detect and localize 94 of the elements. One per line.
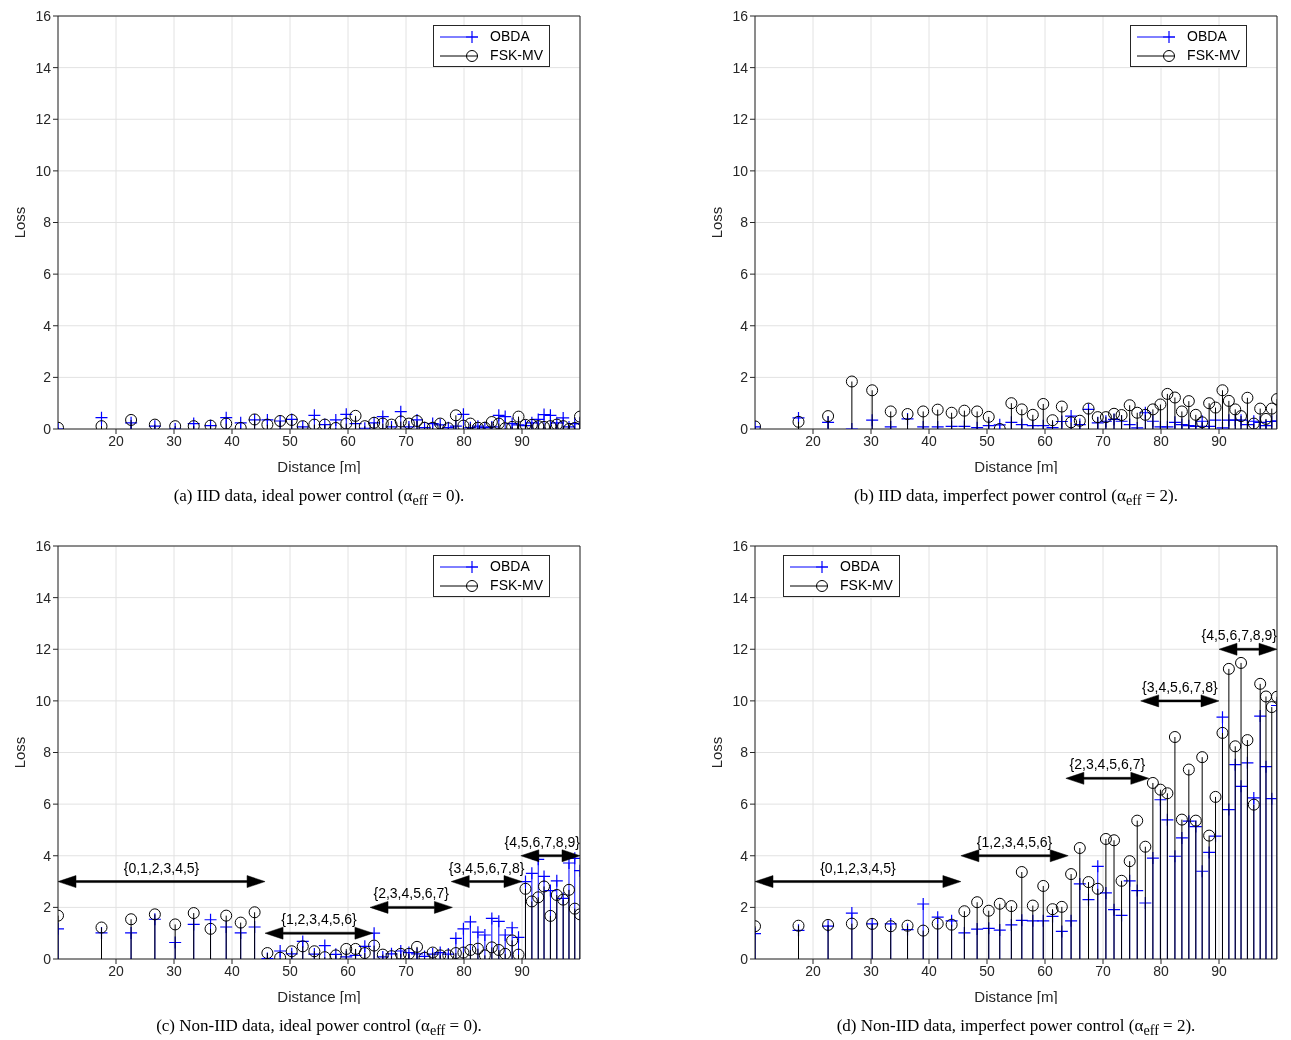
x-tick-label: 90 xyxy=(514,432,530,449)
y-tick-label: 4 xyxy=(43,317,52,334)
legend-label: OBDA xyxy=(490,27,530,46)
x-tick-label: 50 xyxy=(979,962,995,979)
x-tick-label: 70 xyxy=(1095,432,1111,449)
legend-label: OBDA xyxy=(840,557,880,576)
x-tick-label: 80 xyxy=(1153,962,1169,979)
y-tick-label: 4 xyxy=(740,317,749,334)
y-tick-label: 10 xyxy=(35,162,52,179)
y-axis-title: Loss xyxy=(708,206,726,239)
legend-label: OBDA xyxy=(490,557,530,576)
annotation: {1,2,3,4,5,6} xyxy=(281,911,358,928)
annotation: {2,3,4,5,6,7} xyxy=(373,885,450,902)
y-tick-label: 14 xyxy=(732,59,749,76)
y-axis-title: Loss xyxy=(11,206,29,239)
x-tick-label: 70 xyxy=(398,432,414,449)
y-tick-label: 0 xyxy=(740,420,749,437)
y-tick-label: 6 xyxy=(43,796,52,813)
annotation: {1,2,3,4,5,6} xyxy=(976,833,1053,850)
y-tick-label: 0 xyxy=(43,950,52,967)
x-tick-label: 90 xyxy=(514,962,530,979)
y-tick-label: 10 xyxy=(732,162,749,179)
y-tick-label: 0 xyxy=(740,950,749,967)
y-tick-label: 12 xyxy=(732,641,749,658)
legend-label: FSK-MV xyxy=(490,576,543,595)
y-tick-label: 16 xyxy=(35,7,52,24)
x-tick-label: 70 xyxy=(1095,962,1111,979)
x-tick-label: 90 xyxy=(1211,962,1227,979)
y-axis-title: Loss xyxy=(11,736,29,769)
x-tick-label: 20 xyxy=(108,962,124,979)
y-tick-label: 14 xyxy=(35,59,52,76)
y-tick-label: 4 xyxy=(740,847,749,864)
y-tick-label: 12 xyxy=(35,111,52,128)
y-tick-label: 16 xyxy=(35,537,52,554)
x-tick-label: 50 xyxy=(282,432,298,449)
legend-label: FSK-MV xyxy=(1187,46,1240,65)
y-tick-label: 6 xyxy=(740,796,749,813)
text: (b) IID data, imperfect power control (α$_{eff}$ = 2). xyxy=(853,486,1179,510)
x-tick-label: 40 xyxy=(224,962,240,979)
x-tick-label: 60 xyxy=(1037,432,1053,449)
y-tick-label: 4 xyxy=(43,847,52,864)
annotation: {2,3,4,5,6,7} xyxy=(1069,756,1146,773)
annotation: {0,1,2,3,4,5} xyxy=(123,859,200,876)
x-tick-label: 30 xyxy=(166,962,182,979)
x-tick-label: 60 xyxy=(340,432,356,449)
y-tick-label: 16 xyxy=(732,537,749,554)
x-tick-label: 20 xyxy=(108,432,124,449)
y-tick-label: 2 xyxy=(43,369,52,386)
legend-label: OBDA xyxy=(1187,27,1227,46)
y-tick-label: 14 xyxy=(732,589,749,606)
y-tick-label: 8 xyxy=(740,214,749,231)
x-tick-label: 30 xyxy=(863,962,879,979)
y-tick-label: 8 xyxy=(43,214,52,231)
legend-label: FSK-MV xyxy=(490,46,543,65)
x-tick-label: 40 xyxy=(224,432,240,449)
annotation: {4,5,6,7,8,9} xyxy=(1201,627,1278,644)
x-tick-label: 30 xyxy=(166,432,182,449)
y-tick-label: 8 xyxy=(740,744,749,761)
y-tick-label: 16 xyxy=(732,7,749,24)
annotation: {0,1,2,3,4,5} xyxy=(820,859,897,876)
x-tick-label: 70 xyxy=(398,962,414,979)
x-tick-label: 90 xyxy=(1211,432,1227,449)
y-tick-label: 14 xyxy=(35,589,52,606)
annotation: {4,5,6,7,8,9} xyxy=(504,833,581,850)
annotation: {3,4,5,6,7,8} xyxy=(1142,678,1218,695)
x-tick-label: 50 xyxy=(282,962,298,979)
y-tick-label: 2 xyxy=(740,899,749,916)
y-tick-label: 6 xyxy=(43,266,52,283)
y-tick-label: 12 xyxy=(732,111,749,128)
x-tick-label: 50 xyxy=(979,432,995,449)
y-tick-label: 6 xyxy=(740,266,749,283)
x-tick-label: 80 xyxy=(456,962,472,979)
annotation: {3,4,5,6,7,8} xyxy=(448,859,525,876)
x-tick-label: 40 xyxy=(921,962,937,979)
y-tick-label: 12 xyxy=(35,641,52,658)
x-tick-label: 80 xyxy=(456,432,472,449)
y-tick-label: 2 xyxy=(43,899,52,916)
x-tick-label: 20 xyxy=(805,962,821,979)
x-tick-label: 30 xyxy=(863,432,879,449)
y-tick-label: 0 xyxy=(43,420,52,437)
x-tick-label: 60 xyxy=(340,962,356,979)
text: (d) Non-IID data, imperfect power control (α$_{eff}$ = 2). xyxy=(835,1016,1197,1040)
text: (a) IID data, ideal power control (α$_{eff}$ = 0). xyxy=(172,486,466,510)
x-tick-label: 60 xyxy=(1037,962,1053,979)
x-tick-label: 20 xyxy=(805,432,821,449)
y-tick-label: 2 xyxy=(740,369,749,386)
y-tick-label: 10 xyxy=(35,692,52,709)
y-tick-label: 8 xyxy=(43,744,52,761)
legend-label: FSK-MV xyxy=(840,576,893,595)
y-tick-label: 10 xyxy=(732,692,749,709)
y-axis-title: Loss xyxy=(708,736,726,769)
x-tick-label: 80 xyxy=(1153,432,1169,449)
text: (c) Non-IID data, ideal power control (α$_{eff}$ = 0). xyxy=(155,1016,483,1040)
x-tick-label: 40 xyxy=(921,432,937,449)
